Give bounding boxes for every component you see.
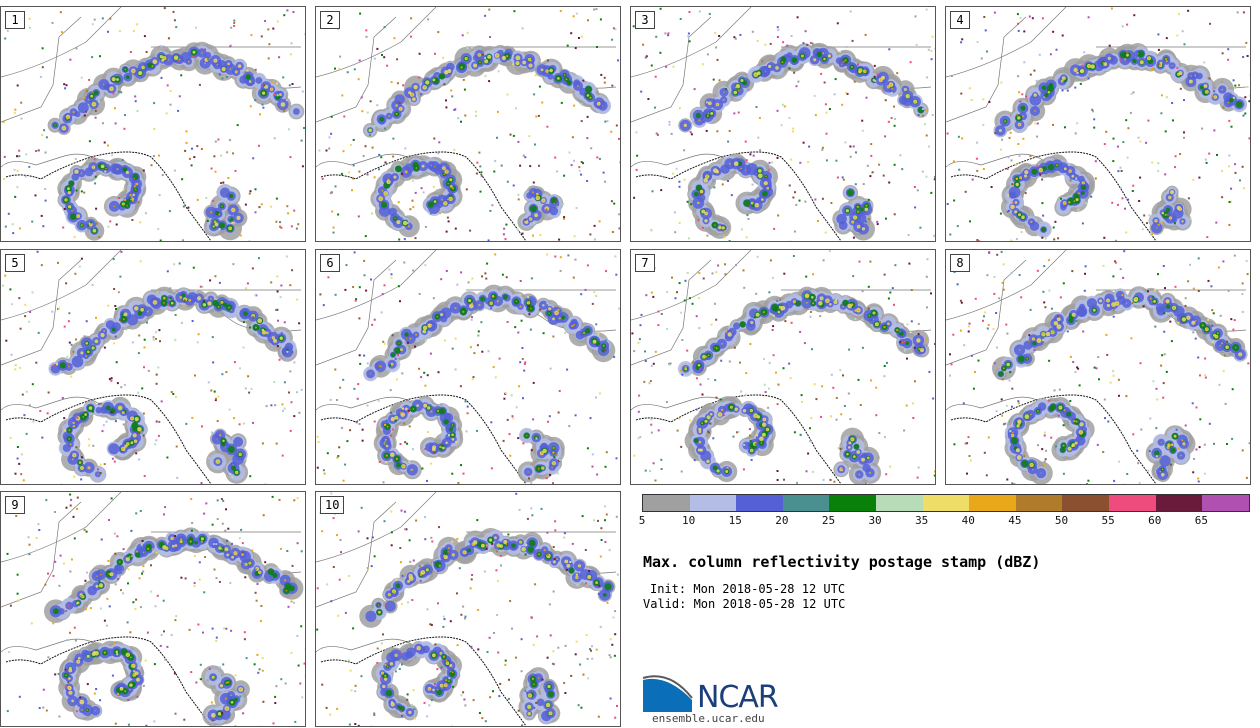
colorbar-ticks: 5 10 15 20 25 30 35 40 45 50 55 60 65 xyxy=(638,514,1248,528)
colorbar-swatch xyxy=(1202,495,1249,511)
colorbar-swatch xyxy=(782,495,830,511)
member-label: 6 xyxy=(320,254,340,272)
colorbar-swatch xyxy=(876,495,923,511)
colorbar-swatch xyxy=(969,495,1016,511)
postage-stamp-panel: 9 xyxy=(0,491,306,727)
reflectivity-map xyxy=(316,7,620,241)
member-label: 4 xyxy=(950,11,970,29)
reflectivity-map xyxy=(1,7,305,241)
postage-stamp-panel: 10 xyxy=(315,491,621,727)
member-label: 10 xyxy=(320,496,345,514)
colorbar-tick-label: 30 xyxy=(868,514,882,527)
valid-time: Valid: Mon 2018-05-28 12 UTC xyxy=(643,597,846,611)
colorbar-tick-label: 60 xyxy=(1148,514,1162,527)
reflectivity-map xyxy=(631,250,935,484)
colorbar-tick-label: 55 xyxy=(1101,514,1115,527)
chart-title: Max. column reflectivity postage stamp (… xyxy=(643,553,1041,571)
colorbar-tick-label: 35 xyxy=(915,514,929,527)
colorbar-swatch xyxy=(1015,495,1063,511)
postage-stamp-panel: 8 xyxy=(945,249,1251,485)
colorbar-swatch xyxy=(736,495,783,511)
reflectivity-map xyxy=(1,250,303,484)
colorbar-swatch xyxy=(922,495,970,511)
reflectivity-map xyxy=(631,7,935,241)
colorbar-tick-label: 5 xyxy=(638,514,646,527)
colorbar-swatch xyxy=(643,495,690,511)
postage-stamp-panel: 4 xyxy=(945,6,1251,242)
colorbar-tick-label: 50 xyxy=(1054,514,1069,527)
colorbar-tick-label: 25 xyxy=(821,514,836,527)
postage-stamp-panel: 1 xyxy=(0,6,306,242)
colorbar-swatch xyxy=(829,495,877,511)
member-label: 7 xyxy=(635,254,655,272)
postage-stamp-panel: 7 xyxy=(630,249,936,485)
ncar-logo-icon xyxy=(642,675,693,712)
postage-stamp-panel: 5 xyxy=(0,249,306,485)
member-label: 9 xyxy=(5,496,25,514)
colorbar-swatch xyxy=(1155,495,1203,511)
postage-stamp-panel: 2 xyxy=(315,6,621,242)
colorbar-tick-label: 65 xyxy=(1194,514,1208,527)
member-label: 5 xyxy=(5,254,25,272)
ncar-logo-text: NCAR xyxy=(697,680,779,715)
reflectivity-map xyxy=(946,7,1250,241)
colorbar-tick-label: 10 xyxy=(681,514,696,527)
reflectivity-map xyxy=(316,250,620,484)
colorbar-swatch xyxy=(1062,495,1110,511)
site-url: ensemble.ucar.edu xyxy=(652,712,765,725)
postage-stamp-panel: 6 xyxy=(315,249,621,485)
reflectivity-map xyxy=(1,492,305,726)
member-label: 1 xyxy=(5,11,25,29)
colorbar xyxy=(642,494,1250,512)
colorbar-tick-label: 45 xyxy=(1008,514,1022,527)
member-label: 8 xyxy=(950,254,970,272)
member-label: 2 xyxy=(320,11,340,29)
colorbar-swatch xyxy=(689,495,737,511)
reflectivity-map xyxy=(316,492,619,726)
init-time: Init: Mon 2018-05-28 12 UTC xyxy=(650,582,846,596)
colorbar-tick-label: 20 xyxy=(775,514,789,527)
reflectivity-map xyxy=(946,250,1250,484)
postage-stamp-panel: 3 xyxy=(630,6,936,242)
colorbar-tick-label: 40 xyxy=(961,514,975,527)
member-label: 3 xyxy=(635,11,655,29)
colorbar-tick-label: 15 xyxy=(728,514,742,527)
colorbar-swatch xyxy=(1109,495,1156,511)
